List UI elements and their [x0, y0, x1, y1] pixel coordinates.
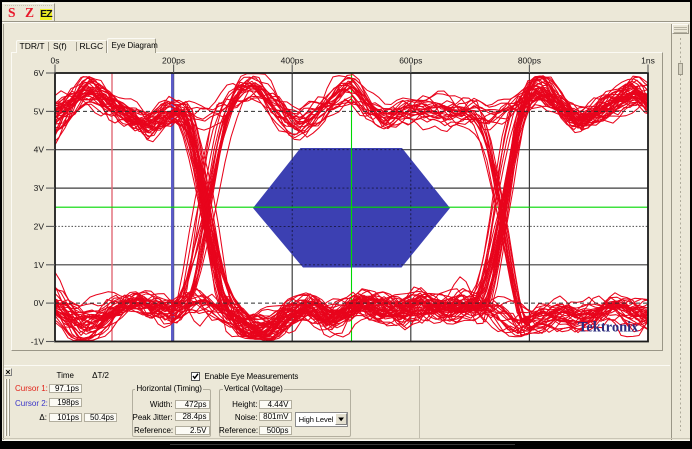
svg-text:2V: 2V	[34, 221, 45, 231]
svg-text:4V: 4V	[34, 145, 45, 155]
svg-text:0s: 0s	[51, 56, 60, 66]
svg-text:400ps: 400ps	[281, 56, 304, 66]
svg-text:3V: 3V	[34, 183, 45, 193]
svg-text:1ns: 1ns	[641, 56, 655, 66]
svg-text:-1V: -1V	[31, 337, 45, 347]
svg-text:800ps: 800ps	[518, 56, 541, 66]
svg-text:6V: 6V	[34, 68, 45, 78]
svg-text:Tektronix: Tektronix	[578, 320, 639, 336]
svg-text:5V: 5V	[34, 106, 45, 116]
svg-text:600ps: 600ps	[399, 56, 422, 66]
svg-text:1V: 1V	[34, 260, 45, 270]
svg-text:0V: 0V	[34, 298, 45, 308]
svg-text:200ps: 200ps	[162, 56, 185, 66]
